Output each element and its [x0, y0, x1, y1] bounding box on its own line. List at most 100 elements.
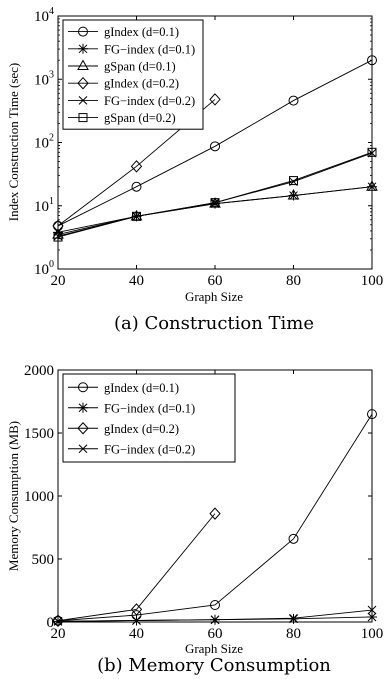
- y-tick-base: 10: [34, 262, 49, 278]
- data-point: [53, 227, 63, 238]
- y-axis-b: 0 500 1000 1500 2000: [24, 363, 372, 631]
- series-line: [57, 151, 373, 238]
- data-point: [289, 613, 298, 623]
- series-line: [57, 413, 373, 622]
- legend-entry: gSpan (d=0.1): [68, 59, 176, 74]
- legend-label: gIndex (d=0.2): [104, 77, 179, 91]
- x-axis-label-a: Graph Size: [185, 289, 243, 304]
- y-tick-label: 101: [34, 196, 54, 215]
- y-tick-label: 2000: [24, 363, 54, 379]
- legend-marker: [78, 382, 88, 393]
- data-point: [367, 611, 377, 622]
- legend-label: gSpan (d=0.2): [104, 111, 176, 125]
- y-tick-exponent: 4: [49, 6, 54, 17]
- x-axis-a: 20 40 60 80 100: [51, 16, 384, 289]
- legend-entry: gSpan (d=0.2): [68, 111, 176, 125]
- x-tick-label: 60: [208, 626, 223, 642]
- y-axis-label-b: Memory Consumption (MB): [6, 421, 21, 571]
- data-point: [367, 605, 377, 615]
- y-tick-label: 100: [34, 259, 54, 278]
- series-circle: [53, 55, 377, 231]
- legend-a: gIndex (d=0.1) FG−index (d=0.1) gSpan (d=0…: [62, 19, 204, 130]
- series-cross: [53, 148, 377, 241]
- y-axis-label-a: Index Construction Time (sec): [6, 63, 21, 222]
- legend-label: gIndex (d=0.1): [104, 25, 179, 39]
- series-line: [57, 59, 373, 227]
- data-point: [367, 147, 377, 157]
- legend-label: FG−index (d=0.1): [104, 42, 195, 56]
- data-point: [52, 219, 64, 233]
- y-tick-base: 10: [34, 136, 49, 152]
- data-point: [366, 180, 378, 191]
- legend-label: gIndex (d=0.1): [104, 381, 179, 395]
- y-tick-label: 500: [32, 552, 55, 568]
- series-line: [57, 186, 373, 233]
- caption-a: (a) Construction Time: [114, 313, 314, 334]
- series-square: [53, 147, 377, 242]
- legend-box: [62, 373, 236, 463]
- legend-b: gIndex (d=0.1) FG−index (d=0.1) gIndex (d=…: [62, 373, 236, 463]
- data-point: [132, 616, 141, 625]
- x-tick-label: 100: [361, 273, 384, 289]
- data-point: [132, 211, 141, 221]
- series-group-a: [52, 55, 378, 242]
- y-tick-label: 1000: [24, 489, 54, 505]
- legend-entry: FG−index (d=0.2): [68, 94, 195, 108]
- legend-label: FG−index (d=0.1): [104, 401, 195, 415]
- y-tick-label: 104: [34, 6, 54, 25]
- y-tick-label: 1500: [24, 426, 54, 442]
- legend-marker: [78, 26, 88, 37]
- legend-entry: gIndex (d=0.1): [68, 25, 179, 39]
- x-tick-label: 60: [208, 273, 223, 289]
- memory-consumption-chart: 0 500 1000 1500 2000 20 40 60 80 100 gIndex (d=0…: [6, 363, 383, 676]
- legend-box: [62, 19, 204, 130]
- legend-marker: [78, 96, 88, 105]
- data-point: [130, 603, 143, 616]
- data-point: [209, 507, 221, 520]
- data-point: [53, 232, 63, 242]
- data-point: [131, 181, 142, 192]
- data-point: [367, 409, 377, 420]
- data-point: [210, 141, 220, 152]
- y-tick-base: 10: [34, 9, 49, 25]
- caption-b: (b) Memory Consumption: [97, 655, 331, 676]
- legend-marker: [78, 113, 88, 123]
- legend-label: FG−index (d=0.2): [104, 442, 195, 456]
- series-asterisk: [53, 181, 377, 238]
- legend-entry: gIndex (d=0.1): [68, 381, 179, 395]
- y-tick-exponent: 2: [49, 133, 54, 144]
- legend-entry: FG−index (d=0.1): [68, 42, 195, 56]
- x-tick-label: 80: [286, 273, 301, 289]
- data-point: [52, 614, 64, 627]
- data-point: [210, 599, 220, 610]
- y-tick-label: 103: [34, 69, 54, 88]
- data-point: [289, 176, 298, 186]
- data-point: [288, 95, 299, 106]
- legend-label: gSpan (d=0.1): [104, 60, 176, 74]
- x-tick-label: 20: [51, 273, 66, 289]
- data-point: [209, 93, 221, 106]
- x-axis-label-b: Graph Size: [185, 641, 243, 656]
- data-point: [210, 615, 220, 625]
- legend-marker: [77, 76, 89, 90]
- x-tick-label: 40: [129, 273, 144, 289]
- y-tick-label: 102: [34, 133, 54, 152]
- y-tick-base: 10: [34, 72, 49, 88]
- data-point: [288, 533, 299, 544]
- data-point: [130, 160, 143, 173]
- x-tick-label: 20: [51, 626, 66, 642]
- data-point: [367, 55, 377, 66]
- legend-entry: FG−index (d=0.2): [68, 442, 195, 456]
- y-tick-label: 0: [47, 615, 55, 631]
- data-point: [53, 617, 63, 626]
- legend-marker: [77, 422, 89, 435]
- legend-entry: FG−index (d=0.1): [68, 401, 195, 415]
- y-tick-base: 10: [34, 199, 49, 215]
- x-tick-label: 100: [361, 626, 384, 642]
- series-line: [57, 513, 216, 622]
- y-tick-exponent: 0: [49, 259, 54, 270]
- series-cross: [53, 605, 377, 626]
